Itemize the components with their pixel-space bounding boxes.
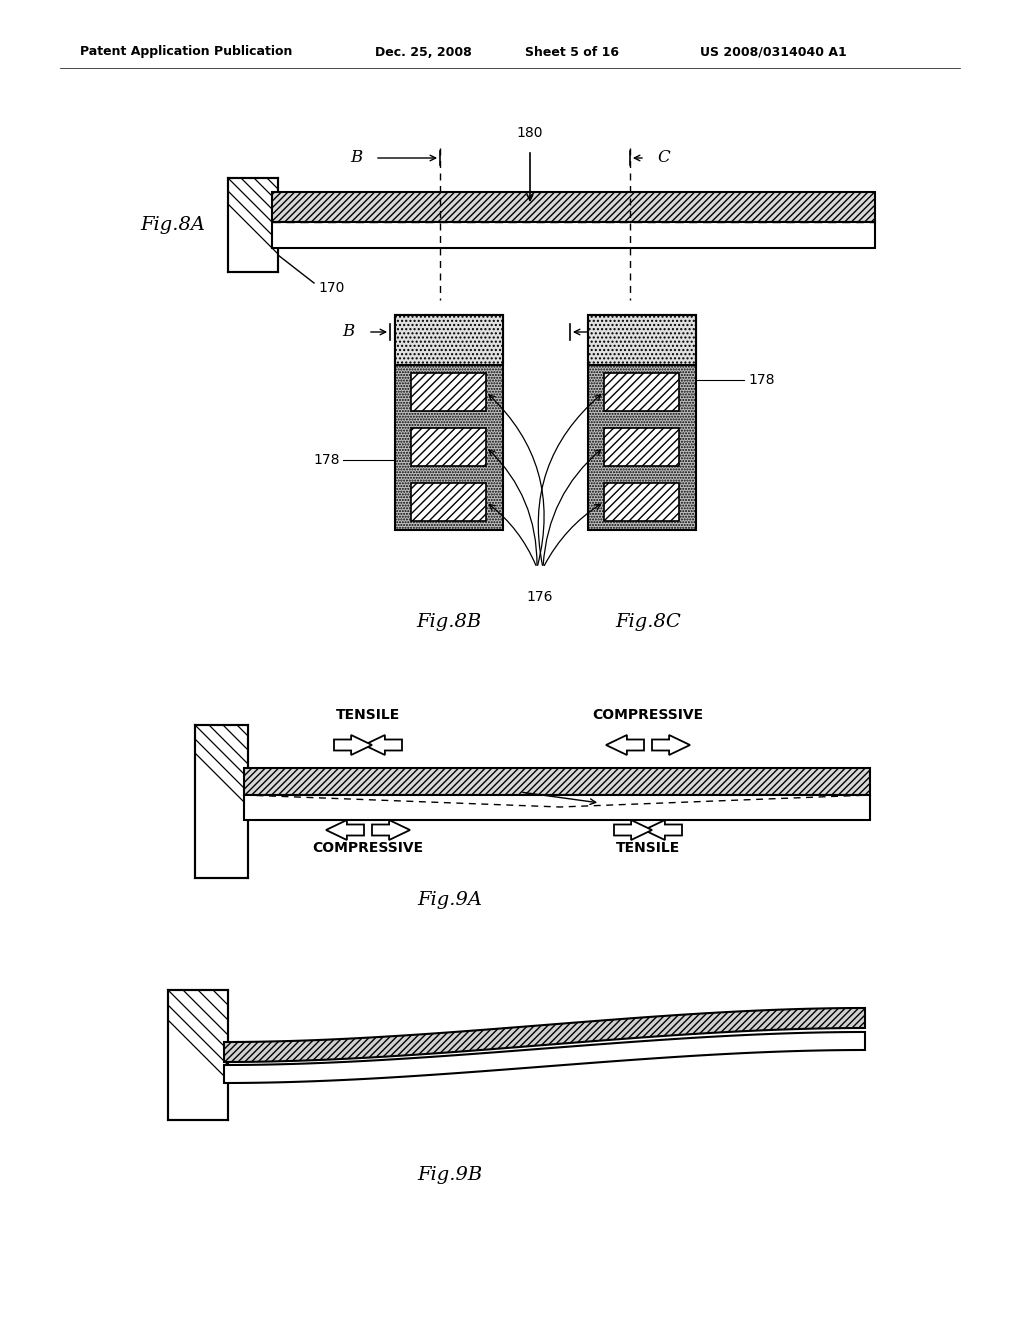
Bar [588, 315, 696, 366]
Polygon shape [372, 820, 410, 840]
Bar [272, 222, 874, 248]
Polygon shape [652, 735, 690, 755]
Text: 180: 180 [517, 125, 544, 140]
Polygon shape [224, 1008, 865, 1063]
Polygon shape [224, 1032, 865, 1082]
Text: TENSILE: TENSILE [615, 841, 680, 855]
Text: TENSILE: TENSILE [336, 708, 400, 722]
Polygon shape [326, 820, 364, 840]
Bar [604, 428, 679, 466]
Bar [604, 374, 679, 411]
Text: C: C [657, 149, 670, 166]
Bar [411, 374, 486, 411]
Bar [411, 428, 486, 466]
Bar [228, 178, 278, 272]
Text: Dec. 25, 2008: Dec. 25, 2008 [375, 45, 472, 58]
Bar [244, 795, 870, 820]
Text: 178: 178 [748, 374, 774, 387]
Text: Fig.8B: Fig.8B [417, 612, 481, 631]
Polygon shape [606, 735, 644, 755]
Text: COMPRESSIVE: COMPRESSIVE [593, 708, 703, 722]
Text: US 2008/0314040 A1: US 2008/0314040 A1 [700, 45, 847, 58]
Bar [244, 768, 870, 795]
Bar [395, 315, 503, 366]
Bar [588, 315, 696, 366]
Bar [604, 483, 679, 521]
Bar [272, 191, 874, 222]
Bar [411, 483, 486, 521]
Text: 176: 176 [526, 590, 553, 605]
Text: Sheet 5 of 16: Sheet 5 of 16 [525, 45, 618, 58]
Bar [588, 315, 696, 531]
Polygon shape [334, 735, 372, 755]
Text: 170: 170 [318, 281, 344, 294]
Text: 178: 178 [313, 453, 340, 467]
Polygon shape [614, 820, 652, 840]
Bar [395, 315, 503, 366]
Text: Fig.8C: Fig.8C [615, 612, 681, 631]
Polygon shape [644, 820, 682, 840]
Text: COMPRESSIVE: COMPRESSIVE [312, 841, 424, 855]
Text: Fig.9A: Fig.9A [418, 891, 482, 909]
Text: Fig.9B: Fig.9B [418, 1166, 482, 1184]
Text: Fig.8A: Fig.8A [140, 216, 205, 234]
Bar [588, 315, 696, 531]
Bar [395, 315, 503, 531]
Text: C: C [605, 323, 617, 341]
Text: Patent Application Publication: Patent Application Publication [80, 45, 293, 58]
Text: B: B [350, 149, 362, 166]
Polygon shape [364, 735, 402, 755]
Bar [395, 315, 503, 531]
Bar [168, 990, 228, 1119]
Bar [195, 725, 248, 878]
Text: B: B [343, 323, 355, 341]
